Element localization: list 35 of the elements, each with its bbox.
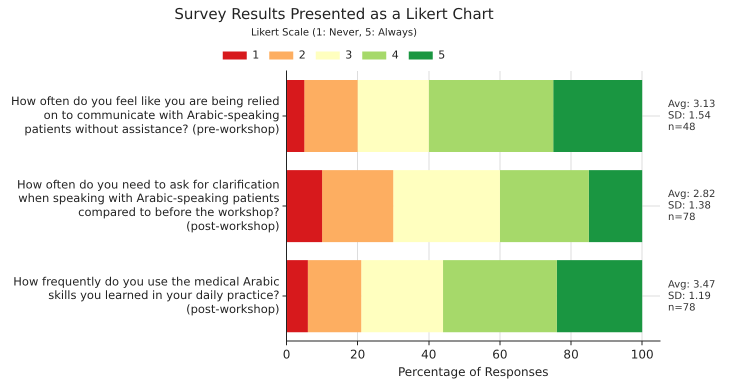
legend-title: Likert Scale (1: Never, 5: Always) [250, 28, 418, 39]
bar [393, 170, 500, 242]
x-tick-label: 0 [282, 348, 290, 362]
bar [287, 260, 308, 332]
text: Avg: 3.13 SD: 1.54 n=48 [668, 99, 716, 134]
bar [428, 80, 554, 152]
x-tick-label: 100 [630, 348, 654, 362]
bar [361, 260, 444, 332]
x-tick-label: 60 [492, 348, 508, 362]
x-tick-label: 80 [563, 348, 579, 362]
bar [588, 170, 642, 242]
y-tick-label: How frequently do you use the medical Arabic skills you learned in your daily practice? (post-workshop) [13, 274, 280, 316]
legend-label: 1 [252, 48, 260, 62]
bar [322, 170, 394, 242]
text: Avg: 2.82 SD: 1.38 n=78 [668, 189, 716, 224]
x-tick-label: 20 [350, 348, 366, 362]
chart-title: Survey Results Presented as a Likert Chart [174, 4, 494, 23]
bar [553, 80, 642, 152]
legend-label: 5 [438, 48, 446, 62]
x-axis-title: Percentage of Responses [398, 364, 549, 379]
legend-label: 3 [345, 48, 352, 62]
bar [304, 80, 358, 152]
bar [443, 260, 557, 332]
x-tick-label: 40 [421, 348, 436, 362]
bar [287, 170, 322, 242]
y-tick-label: How often do you feel like you are being relied on to communicate with Arabic-speaking patients without assistance? (pre-workshop) [10, 94, 280, 136]
bar [358, 80, 429, 152]
legend-label: 2 [298, 48, 306, 62]
bar [556, 260, 642, 332]
bar [287, 80, 304, 152]
bar [500, 170, 589, 242]
text: Avg: 3.47 SD: 1.19 n=78 [668, 279, 716, 314]
bar [308, 260, 362, 332]
legend-label: 4 [392, 48, 399, 62]
y-tick-label: How often do you need to ask for clarification when speaking with Arabic-speaking patients compared to before the workshop? (post-workshop) [17, 177, 280, 233]
